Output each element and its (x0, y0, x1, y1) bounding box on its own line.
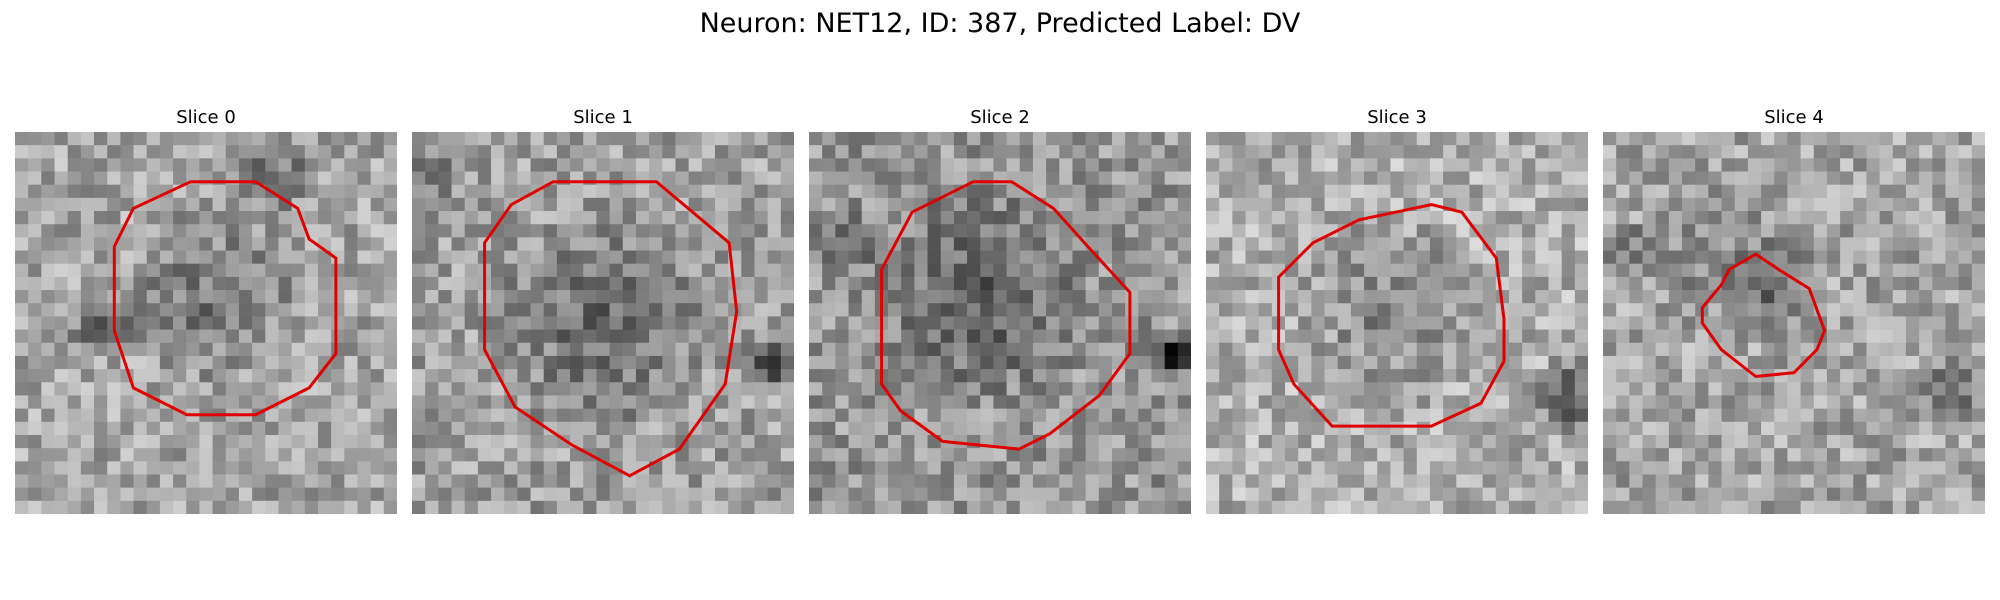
slice-image-3 (1206, 132, 1588, 514)
slice-panel-4: Slice 4 (1603, 104, 1985, 514)
figure-title: Neuron: NET12, ID: 387, Predicted Label:… (0, 8, 2000, 39)
slice-panel-0: Slice 0 (15, 104, 397, 514)
slice-title-0: Slice 0 (15, 104, 397, 132)
slice-image-1 (412, 132, 794, 514)
slice-panel-1: Slice 1 (412, 104, 794, 514)
slice-title-4: Slice 4 (1603, 104, 1985, 132)
slice-panel-2: Slice 2 (809, 104, 1191, 514)
slice-image-2 (809, 132, 1191, 514)
slice-image-0 (15, 132, 397, 514)
slice-title-1: Slice 1 (412, 104, 794, 132)
slice-image-4 (1603, 132, 1985, 514)
slice-title-3: Slice 3 (1206, 104, 1588, 132)
slice-panel-3: Slice 3 (1206, 104, 1588, 514)
slice-title-2: Slice 2 (809, 104, 1191, 132)
